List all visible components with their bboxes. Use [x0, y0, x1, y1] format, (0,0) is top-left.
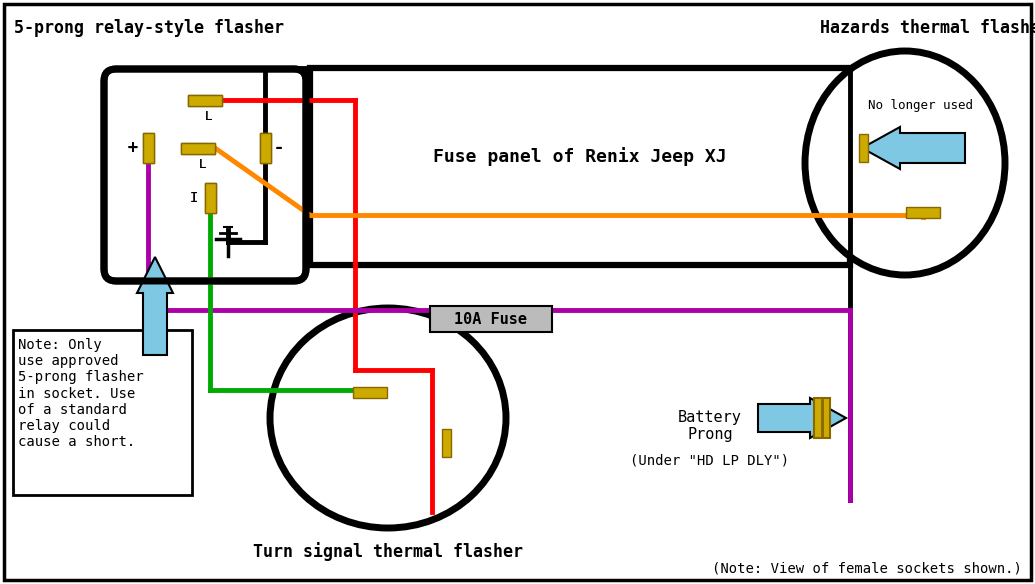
Text: I: I: [189, 191, 198, 205]
FancyBboxPatch shape: [104, 69, 306, 281]
Bar: [442, 429, 450, 457]
FancyArrow shape: [758, 398, 846, 438]
Text: L: L: [205, 110, 213, 123]
Ellipse shape: [805, 51, 1005, 275]
Bar: [205, 183, 215, 213]
Text: -: -: [274, 139, 284, 157]
Bar: [188, 95, 221, 106]
Text: I: I: [189, 191, 198, 205]
Text: (Under "HD LP DLY"): (Under "HD LP DLY"): [630, 453, 790, 467]
Text: L: L: [199, 158, 206, 172]
Bar: [310, 68, 850, 265]
Bar: [205, 183, 215, 213]
FancyArrow shape: [137, 257, 173, 355]
Ellipse shape: [270, 308, 506, 528]
Bar: [181, 142, 215, 154]
Text: Turn signal thermal flasher: Turn signal thermal flasher: [253, 543, 523, 561]
Text: (Note: View of female sockets shown.): (Note: View of female sockets shown.): [712, 561, 1022, 575]
Bar: [906, 207, 940, 217]
Bar: [188, 95, 221, 106]
Text: +: +: [127, 139, 137, 157]
Text: L: L: [205, 110, 213, 123]
Text: No longer used: No longer used: [867, 99, 973, 112]
Bar: [143, 133, 153, 163]
Bar: [13, 330, 193, 495]
Bar: [814, 398, 830, 438]
Text: -: -: [274, 139, 284, 157]
FancyBboxPatch shape: [430, 306, 552, 332]
Bar: [353, 387, 387, 398]
Text: 5-prong relay-style flasher: 5-prong relay-style flasher: [14, 19, 284, 37]
Text: Battery
Prong: Battery Prong: [678, 410, 742, 443]
FancyArrow shape: [862, 127, 965, 169]
Bar: [181, 142, 215, 154]
Text: L: L: [199, 158, 206, 172]
Text: Note: Only
use approved
5-prong flasher
in socket. Use
of a standard
relay could: Note: Only use approved 5-prong flasher …: [18, 338, 144, 449]
Bar: [260, 133, 270, 163]
Bar: [858, 134, 867, 162]
Text: Fuse panel of Renix Jeep XJ: Fuse panel of Renix Jeep XJ: [434, 147, 727, 166]
Text: +: +: [127, 139, 137, 157]
Bar: [260, 133, 270, 163]
Text: 10A Fuse: 10A Fuse: [454, 311, 528, 326]
Text: Hazards thermal flasher: Hazards thermal flasher: [820, 19, 1035, 37]
Bar: [143, 133, 153, 163]
